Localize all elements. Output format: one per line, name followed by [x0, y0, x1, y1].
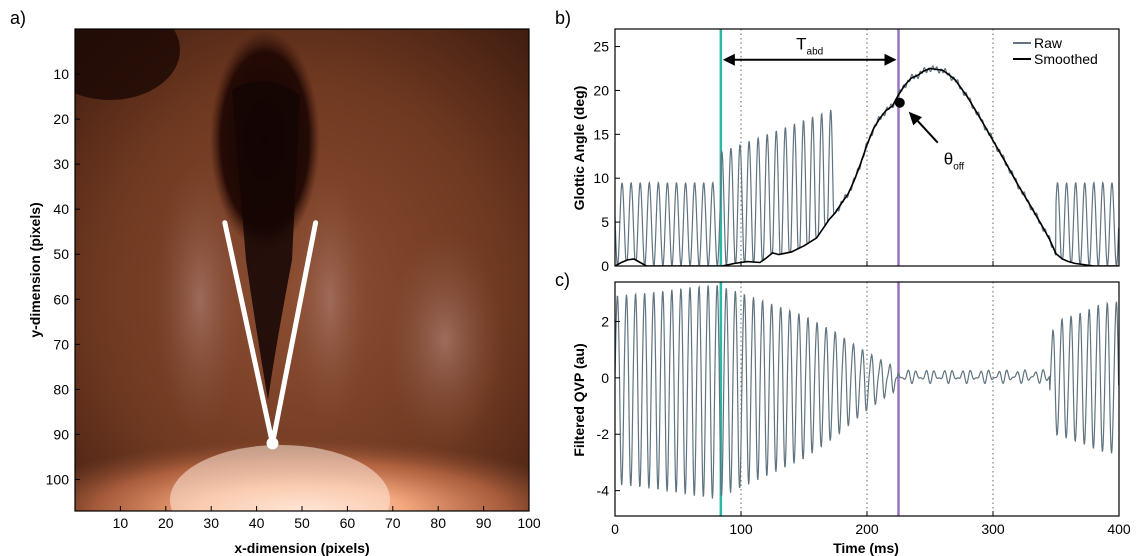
glottic-angle-chart: 0 5 10 15 20 25 Glottic Angle (deg) Tabd θoff… [571, 28, 1120, 274]
a-x-tick-5: 60 [340, 515, 356, 531]
a-x-tick-6: 70 [385, 515, 401, 531]
a-x-axis-label: x-dimension (pixels) [234, 540, 369, 556]
panel-label-a: a) [10, 8, 26, 28]
b-smoothed-series-line [615, 67, 1119, 266]
a-x-tick-8: 90 [476, 515, 492, 531]
c-y-tick-2: 0 [601, 370, 609, 386]
b-y-tick-0: 0 [601, 258, 609, 274]
filtered-qvp-chart: -4 -2 0 2 0 100 200 300 400 Time (ms) Filtered Q… [571, 281, 1131, 556]
a-y-tick-1: 20 [53, 111, 69, 127]
c-x-tick-3: 300 [981, 521, 1005, 537]
a-y-axis-label: y-dimension (pixels) [27, 202, 43, 337]
panel-label-c: c) [555, 270, 570, 290]
a-y-tick-2: 30 [53, 156, 69, 172]
b-y-tick-3: 15 [593, 126, 609, 142]
theta-off-point [894, 97, 905, 108]
c-qvp-series-line [615, 285, 1119, 499]
b-y-tick-1: 5 [601, 214, 609, 230]
c-x-tick-2: 200 [855, 521, 879, 537]
a-y-tick-3: 40 [53, 201, 69, 217]
a-y-tick-5: 60 [53, 291, 69, 307]
a-y-tick-4: 50 [53, 246, 69, 262]
a-x-tick-4: 50 [294, 515, 310, 531]
angle-line-right [269, 220, 319, 446]
t-abd-sub: abd [807, 47, 824, 58]
c-x-tick-4: 400 [1107, 521, 1131, 537]
a-y-tick-9: 100 [46, 471, 70, 487]
t-abd-main: T [796, 35, 806, 54]
b-y-tick-4: 20 [593, 82, 609, 98]
c-y-tick-3: 2 [601, 313, 609, 329]
c-y-axis-label: Filtered QVP (au) [571, 343, 587, 456]
angle-line-left [222, 220, 275, 446]
b-y-tick-5: 25 [593, 39, 609, 55]
legend-label-smoothed: Smoothed [1034, 51, 1098, 67]
legend: Raw Smoothed [1013, 35, 1098, 67]
theta-off-sub: off [953, 162, 964, 173]
a-y-tick-0: 10 [53, 66, 69, 82]
t-abd-label: Tabd [796, 35, 823, 58]
larynx-image [75, 29, 529, 511]
theta-off-label: θoff [944, 150, 965, 173]
angle-vertex [266, 437, 279, 450]
b-y-axis-label: Glottic Angle (deg) [571, 86, 587, 211]
c-x-tick-1: 100 [729, 521, 753, 537]
c-y-tick-1: -2 [597, 426, 610, 442]
a-y-tick-8: 90 [53, 426, 69, 442]
a-x-tick-3: 40 [249, 515, 265, 531]
theta-off-main: θ [944, 150, 953, 169]
a-x-tick-2: 30 [203, 515, 219, 531]
theta-off-annotation: θoff [894, 97, 965, 173]
panel-label-b: b) [555, 8, 571, 28]
a-x-tick-9: 100 [517, 515, 541, 531]
b-y-tick-2: 10 [593, 170, 609, 186]
a-y-tick-6: 70 [53, 336, 69, 352]
a-x-tick-1: 20 [158, 515, 174, 531]
legend-label-raw: Raw [1034, 35, 1063, 51]
a-x-tick-7: 80 [430, 515, 446, 531]
t-abd-annotation: Tabd [722, 35, 897, 66]
c-y-tick-0: -4 [597, 483, 610, 499]
larynx-image-panel: 10 20 30 40 50 60 70 80 90 100 10 20 30 40 50 60 70 80 90 1… [27, 28, 541, 556]
a-x-tick-0: 10 [113, 515, 129, 531]
a-y-tick-7: 80 [53, 381, 69, 397]
c-x-axis-label: Time (ms) [833, 540, 899, 556]
c-x-tick-0: 0 [611, 521, 619, 537]
